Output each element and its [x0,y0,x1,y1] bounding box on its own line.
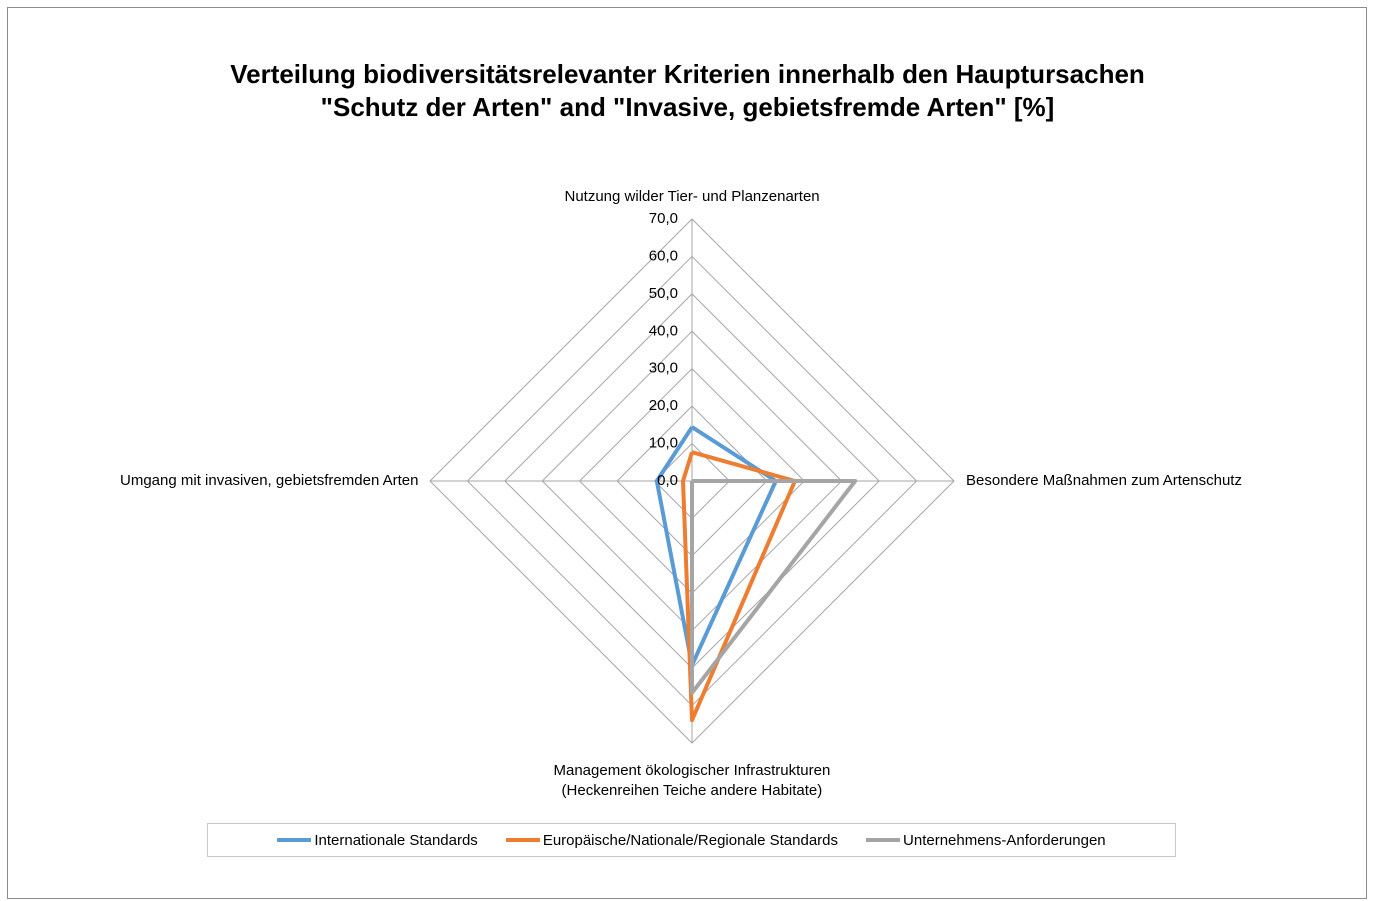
y-tick-label: 70,0 [649,210,678,227]
series-line [681,450,797,723]
category-label: Nutzung wilder Tier- und Planzenarten [564,188,820,205]
legend-swatch [505,838,540,842]
category-label: Management ökologischer Infrastrukturen … [553,762,831,799]
category-label: Umgang mit invasiven, gebietsfremden Art… [120,472,419,489]
legend-swatch [277,838,312,842]
legend: Internationale Standards Europäische/Nati… [207,823,1176,857]
legend-item: Unternehmens-Anforderungen [866,832,1106,849]
y-tick-label: 0,0 [657,472,678,489]
category-label: Besondere Maßnahmen zum Artenschutz [966,472,1242,489]
legend-item: Internationale Standards [277,831,478,849]
y-tick-label: 50,0 [649,285,678,302]
y-tick-label: 20,0 [649,397,678,414]
chart-title: Verteilung biodiversitätsrelevanter Krit… [230,59,1145,122]
series-line [690,479,858,695]
legend-item: Europäische/Nationale/Regionale Standard… [505,831,839,849]
series-line [654,425,778,668]
legend-label: Internationale Standards [314,831,478,849]
legend-label: Unternehmens-Anforderungen [903,831,1106,849]
legend-label: Europäische/Nationale/Regionale Standard… [542,831,839,849]
y-tick-label: 30,0 [649,360,678,377]
y-tick-label: 60,0 [649,247,678,264]
y-tick-label: 40,0 [649,322,678,339]
legend-swatch [866,838,901,842]
chart-border [7,7,1367,899]
y-tick-label: 10,0 [649,435,678,452]
